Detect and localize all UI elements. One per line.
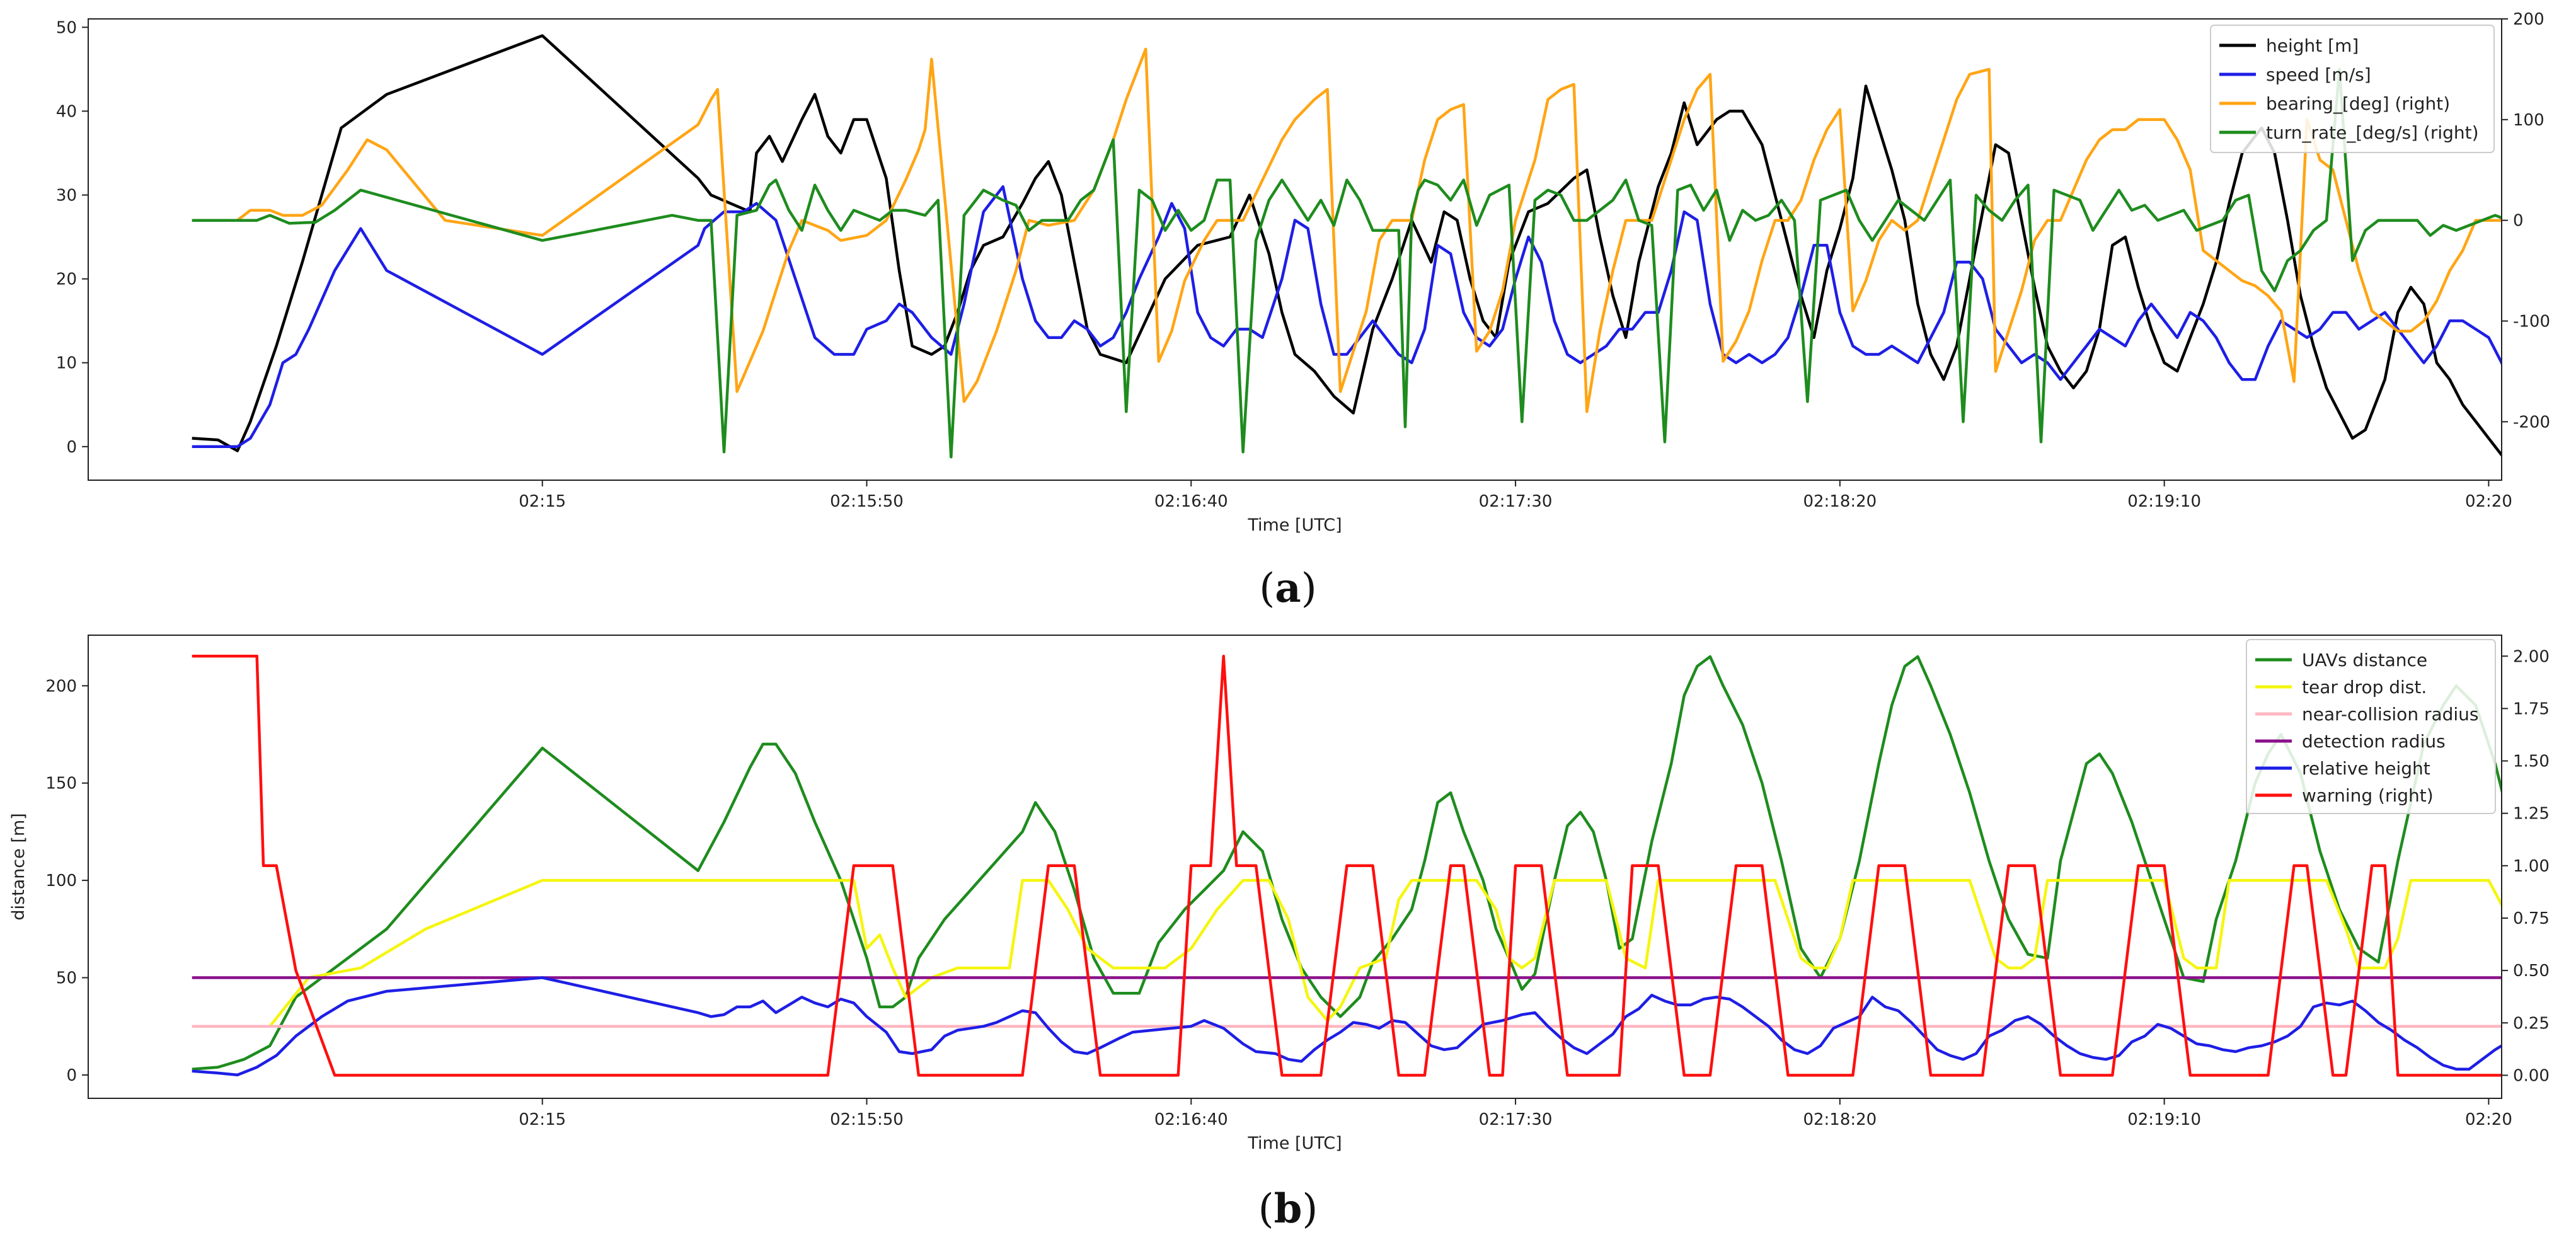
x-tick-label: 02:15: [519, 492, 566, 511]
legend-b: UAVs distance tear drop dist. near-collisi…: [2246, 639, 2496, 814]
legend-label-bearing-deg-right: bearing_[deg] (right): [2266, 93, 2450, 114]
x-tick-label: 02:19:10: [2127, 1110, 2201, 1129]
caption-a: (a): [1259, 565, 1316, 612]
y-tick-label: 100: [45, 871, 77, 890]
x-tick-label: 02:16:40: [1154, 492, 1228, 511]
series-tear-drop-dist: [192, 878, 2502, 1028]
x-tick-label: 02:15:50: [830, 492, 904, 511]
x-tick-label: 02:15: [519, 1110, 566, 1129]
y2-tick-label: 0: [2513, 212, 2524, 231]
chart-b: 02:15 02:15:50 02:16:40 02:17:30 02:18:20 02:…: [9, 635, 2550, 1153]
y2-tick-label: 200: [2513, 10, 2544, 29]
y-tick-label: 40: [56, 102, 77, 121]
x-tick-label: 02:18:20: [1803, 492, 1877, 511]
x-tick-label: 02:17:30: [1479, 1110, 1553, 1129]
y2-tick-label: -100: [2513, 312, 2550, 331]
axes-frame-a: [88, 18, 2502, 481]
legend-box: [2246, 639, 2496, 814]
y-tick-label: 10: [56, 354, 77, 373]
legend-label-near-collision-radius: near-collision radius: [2302, 704, 2479, 725]
x-axis-label: Time [UTC]: [1247, 1134, 1342, 1153]
y-tick-label: 50: [56, 969, 77, 988]
x-tick-label: 02:20: [2465, 1110, 2512, 1129]
series-warning-right: [192, 655, 2502, 1077]
y-tick-label: 20: [56, 270, 77, 289]
x-tick-label: 02:20: [2465, 492, 2512, 511]
y-axis-label: distance [m]: [9, 813, 28, 920]
y2-tick-label: 2.00: [2513, 647, 2550, 666]
y2-tick-label: 1.75: [2513, 699, 2550, 718]
series-relative-height: [192, 976, 2502, 1077]
plot-area-b: [192, 655, 2502, 1077]
axes-frame-b: [88, 635, 2502, 1099]
legend-label-turn-rate-deg-s-right: turn_rate_[deg/s] (right): [2266, 122, 2479, 143]
y2-tick-label: 0.25: [2513, 1014, 2550, 1033]
y2-tick-label: 0.50: [2513, 962, 2550, 980]
y2-tick-label: 100: [2513, 111, 2544, 130]
x-tick-label: 02:15:50: [830, 1110, 904, 1129]
y2-tick-label: 1.50: [2513, 752, 2550, 771]
legend-label-tear-drop-dist: tear drop dist.: [2302, 677, 2427, 698]
x-tick-label: 02:19:10: [2127, 492, 2201, 511]
legend-label-warning-right: warning (right): [2302, 785, 2434, 806]
x-tick-label: 02:17:30: [1479, 492, 1553, 511]
series-speed-m-s: [192, 185, 2502, 449]
y2-tick-label: 1.00: [2513, 857, 2550, 876]
x-tick-label: 02:16:40: [1154, 1110, 1228, 1129]
legend-label-detection-radius: detection radius: [2302, 731, 2446, 752]
y-tick-label: 200: [45, 677, 77, 696]
x-tick-label: 02:18:20: [1803, 1110, 1877, 1129]
series-uavs-distance: [192, 655, 2502, 1071]
caption-b: (b): [1258, 1185, 1318, 1233]
legend-box: [2210, 25, 2495, 153]
chart-a: 02:15 02:15:50 02:16:40 02:17:30 02:18:20 02:…: [56, 10, 2550, 535]
legend-label-uavs-distance: UAVs distance: [2302, 650, 2427, 670]
y-tick-label: 150: [45, 774, 77, 793]
y2-tick-label: -200: [2513, 413, 2550, 432]
y2-tick-label: 0.75: [2513, 909, 2550, 928]
y-tick-label: 50: [56, 18, 77, 37]
legend-label-relative-height: relative height: [2302, 758, 2430, 779]
x-axis-label: Time [UTC]: [1247, 515, 1342, 535]
series-bearing-deg-right: [192, 47, 2502, 413]
y2-tick-label: 1.25: [2513, 805, 2550, 824]
legend-a: height [m] speed [m/s] bearing_[deg] (righ…: [2210, 25, 2495, 153]
series-turn-rate-deg-s-right: [192, 67, 2502, 459]
legend-label-height-m: height [m]: [2266, 35, 2359, 56]
y-tick-label: 0: [66, 438, 77, 457]
legend-label-speed-m-s: speed [m/s]: [2266, 64, 2371, 85]
y2-tick-label: 0.00: [2513, 1066, 2550, 1085]
y-tick-label: 0: [66, 1066, 77, 1085]
y-tick-label: 30: [56, 186, 77, 205]
